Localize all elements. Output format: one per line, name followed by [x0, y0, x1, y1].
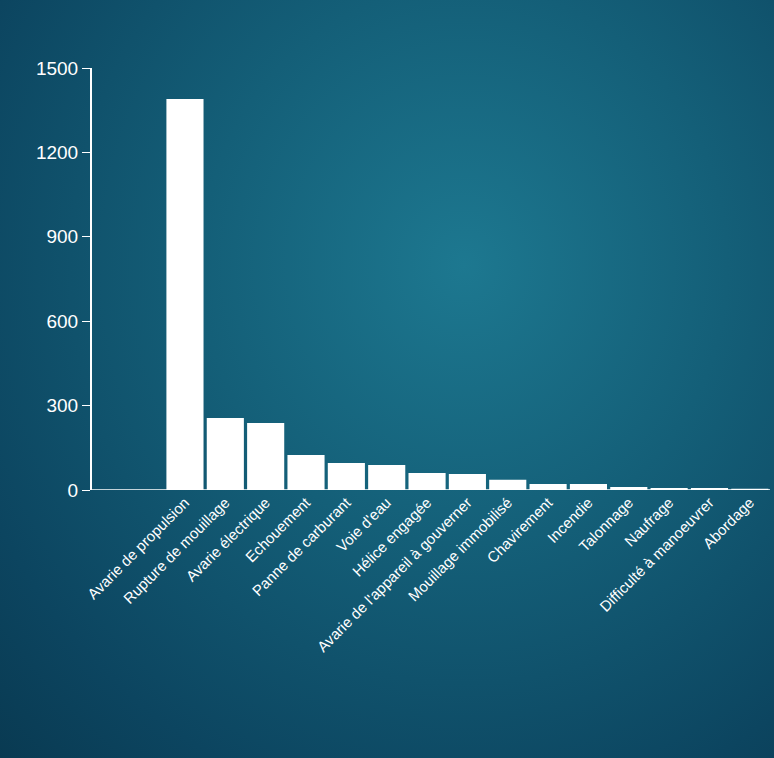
svg-text:Avarie de l'appareil à gouvern: Avarie de l'appareil à gouverner [314, 494, 475, 655]
svg-text:Avarie de propulsion: Avarie de propulsion [84, 494, 193, 603]
svg-text:900: 900 [46, 226, 78, 247]
svg-text:0: 0 [68, 480, 79, 501]
svg-text:Talonnage: Talonnage [575, 494, 636, 555]
svg-text:Chavirement: Chavirement [483, 493, 556, 566]
svg-text:Incendie: Incendie [544, 494, 596, 546]
svg-text:Naufrage: Naufrage [621, 494, 677, 550]
svg-text:Mouillage immobilisé: Mouillage immobilisé [405, 494, 515, 604]
svg-text:Echouement: Echouement [242, 493, 314, 565]
svg-text:300: 300 [46, 395, 78, 416]
svg-text:Rupture de mouillage: Rupture de mouillage [120, 494, 233, 607]
svg-text:600: 600 [46, 311, 78, 332]
svg-text:Abordage: Abordage [699, 494, 757, 552]
svg-text:Hélice engagée: Hélice engagée [349, 494, 435, 580]
svg-text:Voie d'eau: Voie d'eau [333, 494, 394, 555]
svg-text:Avarie électrique: Avarie électrique [182, 494, 273, 585]
svg-text:1500: 1500 [36, 58, 78, 79]
svg-text:1200: 1200 [36, 142, 78, 163]
svg-text:Panne de carburant: Panne de carburant [249, 493, 355, 599]
svg-text:Difficulté à manoeuvrer: Difficulté à manoeuvrer [596, 494, 717, 615]
